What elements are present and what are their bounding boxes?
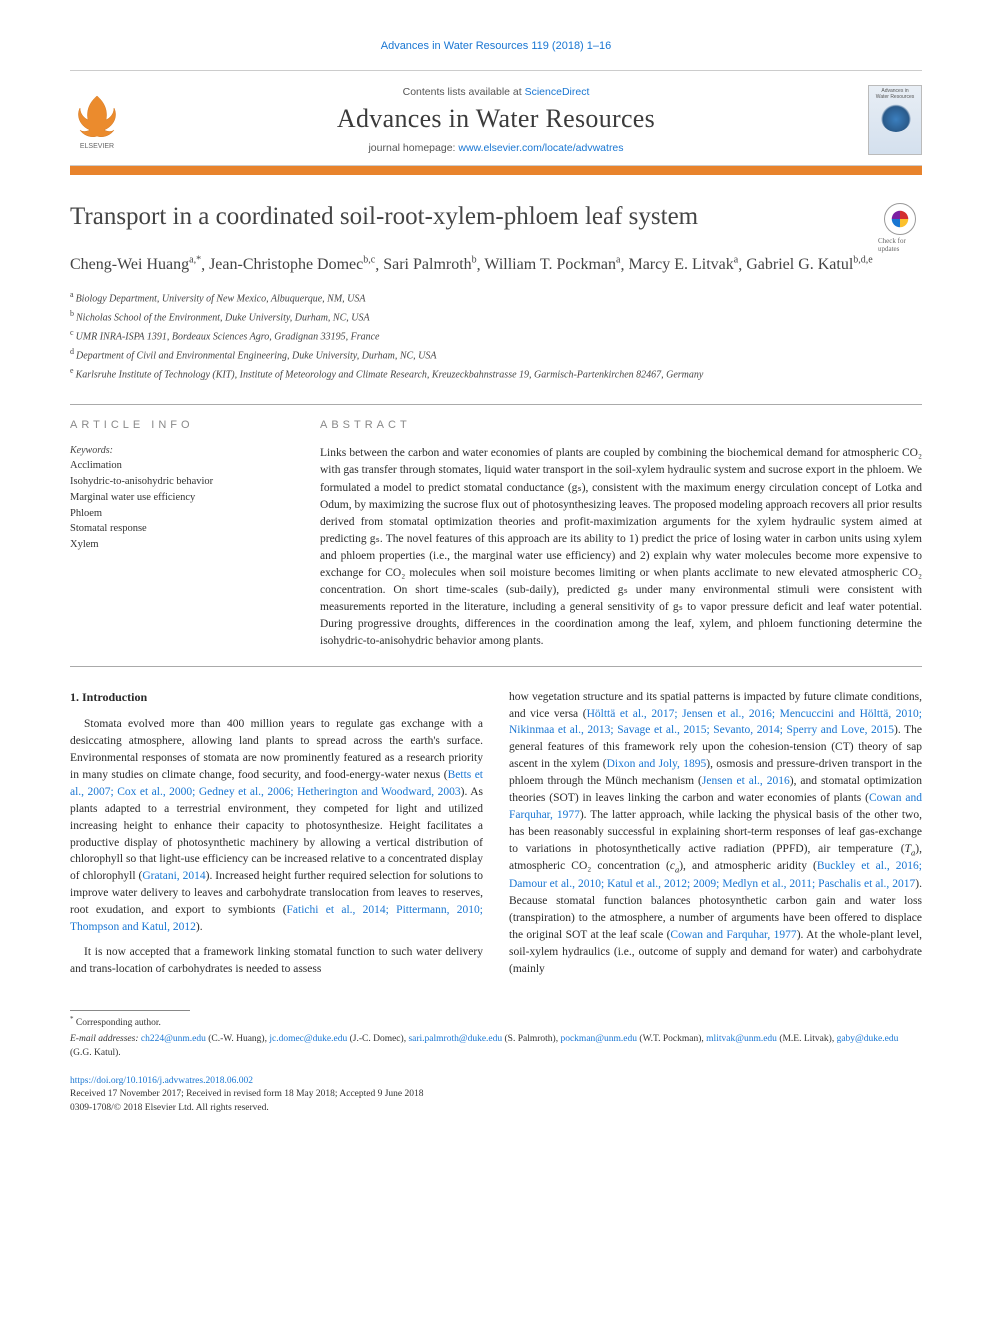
elsevier-label: ELSEVIER xyxy=(80,143,114,150)
email-link[interactable]: mlitvak@unm.edu xyxy=(706,1034,777,1044)
masthead-accent-bar xyxy=(70,165,922,175)
journal-cover-thumbnail: Advances inWater Resources xyxy=(868,85,922,155)
email-link[interactable]: sari.palmroth@duke.edu xyxy=(408,1034,502,1044)
affiliation: eKarlsruhe Institute of Technology (KIT)… xyxy=(70,365,922,383)
author: Sari Palmrothb xyxy=(383,256,476,273)
abstract-block: abstract Links between the carbon and wa… xyxy=(320,419,922,649)
affiliation: dDepartment of Civil and Environmental E… xyxy=(70,346,922,364)
affiliation: cUMR INRA-ISPA 1391, Bordeaux Sciences A… xyxy=(70,327,922,345)
contents-lists-line: Contents lists available at ScienceDirec… xyxy=(140,86,852,98)
abstract-label: abstract xyxy=(320,419,922,431)
crossmark-icon xyxy=(884,203,916,235)
author-emails: E-mail addresses: ch224@unm.edu (C.-W. H… xyxy=(70,1032,922,1061)
affiliation: aBiology Department, University of New M… xyxy=(70,289,922,307)
email-link[interactable]: ch224@unm.edu xyxy=(141,1034,206,1044)
article-info-block: article info Keywords: AcclimationIsohyd… xyxy=(70,419,288,649)
keyword: Marginal water use efficiency xyxy=(70,490,288,506)
journal-homepage-link[interactable]: www.elsevier.com/locate/advwatres xyxy=(458,142,623,154)
citation[interactable]: Cowan and Farquhar, 1977 xyxy=(670,929,796,941)
article-history: Received 17 November 2017; Received in r… xyxy=(70,1089,424,1099)
affiliation-list: aBiology Department, University of New M… xyxy=(70,289,922,382)
divider-bottom xyxy=(70,666,922,667)
keyword: Acclimation xyxy=(70,458,288,474)
keywords-list: AcclimationIsohydric-to-anisohydric beha… xyxy=(70,458,288,553)
journal-title: Advances in Water Resources xyxy=(140,104,852,134)
email-link[interactable]: jc.domec@duke.edu xyxy=(269,1034,347,1044)
sciencedirect-link[interactable]: ScienceDirect xyxy=(525,86,590,98)
journal-homepage-line: journal homepage: www.elsevier.com/locat… xyxy=(140,142,852,154)
body-two-column: 1. Introduction Stomata evolved more tha… xyxy=(70,689,922,986)
article-info-label: article info xyxy=(70,419,288,431)
email-link[interactable]: gaby@duke.edu xyxy=(837,1034,899,1044)
citation[interactable]: Jensen et al., 2016 xyxy=(702,775,790,787)
author: Gabriel G. Katulb,d,e xyxy=(746,256,873,273)
citation[interactable]: Gratani, 2014 xyxy=(142,870,205,882)
intro-heading: 1. Introduction xyxy=(70,689,483,707)
citation[interactable]: Dixon and Joly, 1895 xyxy=(607,758,707,770)
check-for-updates-label: Check for updates xyxy=(878,237,922,253)
article-title: Transport in a coordinated soil-root-xyl… xyxy=(70,203,858,231)
keyword: Xylem xyxy=(70,537,288,553)
intro-paragraph-2b: how vegetation structure and its spatial… xyxy=(509,689,922,978)
check-for-updates-badge[interactable]: Check for updates xyxy=(878,203,922,253)
keywords-label: Keywords: xyxy=(70,445,288,456)
elsevier-logo-icon: ELSEVIER xyxy=(70,90,124,150)
author: Cheng-Wei Huanga,* xyxy=(70,256,201,273)
body-column-right: how vegetation structure and its spatial… xyxy=(509,689,922,986)
corresponding-author-note: * Corresponding author. xyxy=(70,1015,922,1030)
doi-link[interactable]: https://doi.org/10.1016/j.advwatres.2018… xyxy=(70,1076,253,1086)
affiliation: bNicholas School of the Environment, Duk… xyxy=(70,308,922,326)
journal-masthead: ELSEVIER Contents lists available at Sci… xyxy=(70,70,922,165)
footnote-rule xyxy=(70,1010,190,1011)
email-link[interactable]: pockman@unm.edu xyxy=(560,1034,637,1044)
author-list: Cheng-Wei Huanga,*, Jean-Christophe Dome… xyxy=(70,253,922,277)
keyword: Isohydric-to-anisohydric behavior xyxy=(70,474,288,490)
running-header: Advances in Water Resources 119 (2018) 1… xyxy=(70,40,922,52)
intro-paragraph-1: Stomata evolved more than 400 million ye… xyxy=(70,716,483,936)
author: Marcy E. Litvaka xyxy=(628,256,738,273)
keyword: Phloem xyxy=(70,506,288,522)
keyword: Stomatal response xyxy=(70,521,288,537)
copyright-line: 0309-1708/© 2018 Elsevier Ltd. All right… xyxy=(70,1103,269,1113)
abstract-text: Links between the carbon and water econo… xyxy=(320,445,922,649)
author: Jean-Christophe Domecb,c xyxy=(209,256,375,273)
intro-paragraph-2a: It is now accepted that a framework link… xyxy=(70,944,483,978)
author: William T. Pockmana xyxy=(484,256,620,273)
footer-block: * Corresponding author. E-mail addresses… xyxy=(70,1010,922,1116)
body-column-left: 1. Introduction Stomata evolved more tha… xyxy=(70,689,483,986)
